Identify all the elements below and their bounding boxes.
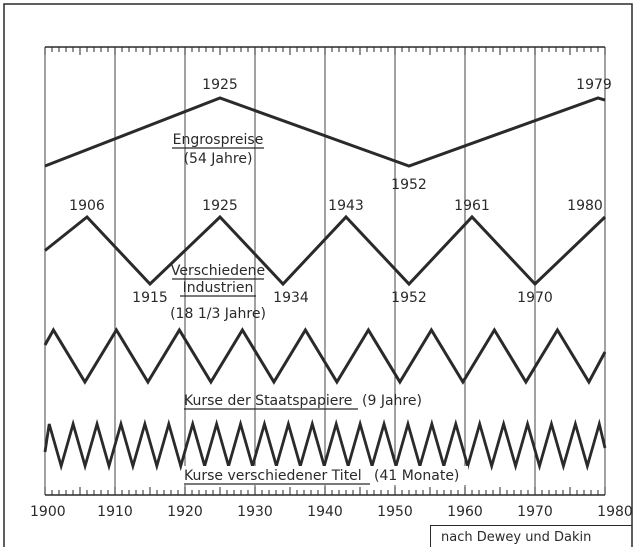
period-label-staatspapiere: (9 Jahre) [362, 393, 422, 409]
extreme-label-1979: 1979 [576, 77, 612, 93]
x-tick-label: 1950 [377, 504, 413, 520]
x-tick-label: 1980 [597, 504, 633, 520]
page-border [3, 3, 633, 547]
period-label-industrien: (18 1/3 Jahre) [170, 306, 266, 322]
x-tick-label: 1910 [97, 504, 133, 520]
period-label-engrospreise: (54 Jahre) [184, 151, 253, 167]
extreme-label-1961: 1961 [454, 198, 490, 214]
label-backing [182, 466, 468, 485]
source-note: nach Dewey und Dakin [430, 525, 632, 547]
series-line-industrien [44, 214, 607, 287]
series-name-titel: Kurse verschiedener Titel [184, 468, 362, 484]
x-axis-tick-labels: 1900 1910 1920 1930 1940 1950 1960 1970 1980 [30, 504, 633, 520]
series-name-engrospreise: Engrospreise [173, 132, 264, 148]
page-frame [3, 3, 633, 547]
extreme-label-1952: 1952 [391, 290, 427, 306]
series-name-industrien-line1: Verschiedene [171, 263, 265, 279]
extreme-label-1943: 1943 [328, 198, 364, 214]
extreme-label-1925: 1925 [202, 198, 238, 214]
series-line-engrospreise [44, 96, 606, 168]
series-name-staatspapiere: Kurse der Staatspapiere [184, 393, 352, 409]
series-labels: 1925 1952 1979 Engrospreise (54 Jahre) 1906 19… [69, 77, 612, 485]
extreme-label-1934: 1934 [273, 290, 309, 306]
x-tick-label: 1960 [447, 504, 483, 520]
year-tick-marks [44, 47, 606, 495]
extreme-label-1906: 1906 [69, 198, 105, 214]
x-tick-label: 1970 [517, 504, 553, 520]
extreme-label-1980: 1980 [567, 198, 603, 214]
period-label-titel: (41 Monate) [374, 468, 459, 484]
extreme-label-1952: 1952 [391, 177, 427, 193]
x-tick-label: 1900 [30, 504, 66, 520]
year-grid [44, 47, 606, 495]
extreme-label-1970: 1970 [517, 290, 553, 306]
x-tick-label: 1940 [307, 504, 343, 520]
extreme-label-1925: 1925 [202, 77, 238, 93]
x-tick-label: 1920 [167, 504, 203, 520]
extreme-label-1915: 1915 [132, 290, 168, 306]
x-tick-label: 1930 [237, 504, 273, 520]
series-line-staatspapiere [43, 327, 607, 386]
series-name-industrien-line2: Industrien [183, 280, 254, 296]
